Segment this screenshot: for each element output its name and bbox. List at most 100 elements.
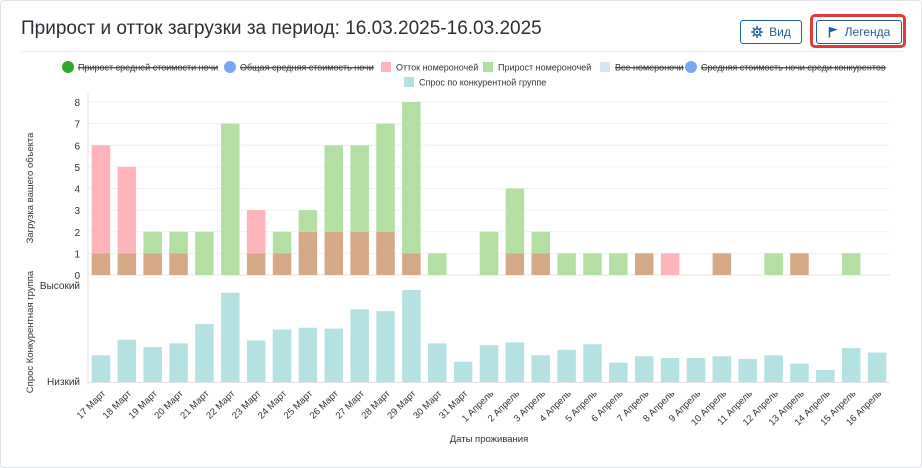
legend-item[interactable]: Спрос по конкурентной группе [404, 77, 546, 88]
bar-outflow [91, 145, 111, 254]
gear-icon [751, 26, 764, 38]
bar-demand [376, 311, 395, 382]
y-tick-label: 8 [74, 98, 80, 109]
legend-label: Прирост номероночей [498, 63, 591, 73]
legend-marker [483, 62, 493, 72]
legend-marker [62, 61, 74, 73]
bar-growth [298, 210, 318, 232]
legend-label: Спрос по конкурентной группе [419, 78, 546, 88]
bar-growth [583, 253, 602, 275]
legend-item[interactable]: Прирост номероночей [483, 62, 591, 73]
bar-base [376, 231, 395, 275]
bar-demand [790, 363, 809, 382]
bar-demand [867, 352, 887, 382]
bar-base [143, 253, 162, 275]
bar-demand [272, 329, 292, 382]
bar-demand [402, 290, 421, 382]
y-tick-label-high: Высокий [40, 281, 80, 292]
legend-item[interactable]: Общая средняя стоимость ночи [224, 61, 374, 73]
bar-base [634, 253, 654, 275]
bar-base [531, 253, 550, 275]
legend-item[interactable]: Отток номероночей [381, 62, 478, 73]
bar-demand [738, 359, 757, 382]
page-title: Прирост и отток загрузки за период: 16.0… [21, 18, 542, 39]
bar-base [91, 253, 111, 275]
view-button-label: Вид [769, 25, 791, 39]
bar-demand [531, 355, 550, 382]
flag-icon [828, 27, 838, 38]
bar-growth [402, 102, 421, 254]
bar-demand [479, 345, 499, 382]
bar-growth [324, 145, 344, 232]
bar-growth [221, 123, 240, 275]
chart-legend[interactable]: Прирост средней стоимости ночи Общая сред… [62, 61, 886, 88]
bar-demand [350, 309, 369, 382]
x-axis-title: Даты проживания [450, 434, 529, 445]
bar-demand [428, 343, 447, 382]
legend-label: Отток номероночей [396, 63, 478, 73]
y-axis-title-bottom: Спрос Конкурентная группа [25, 270, 36, 393]
bar-outflow [117, 166, 137, 254]
legend-marker [381, 62, 391, 72]
bar-outflow [660, 253, 680, 275]
y-tick-label: 4 [74, 185, 80, 196]
bar-base [298, 231, 318, 275]
bar-growth [195, 231, 214, 275]
bar-demand [816, 370, 835, 382]
bar-base [350, 231, 369, 275]
bar-demand [324, 328, 344, 382]
bar-base [272, 253, 292, 275]
y-tick-label: 3 [74, 206, 80, 217]
bar-growth [764, 253, 783, 275]
view-button[interactable]: Вид [740, 20, 802, 44]
bar-growth [169, 231, 188, 254]
y-tick-label-low: Низкий [47, 377, 80, 388]
legend-marker [600, 62, 610, 72]
bar-growth [557, 253, 576, 275]
legend-item[interactable]: Все номероночи [600, 62, 684, 73]
bar-demand [117, 339, 137, 382]
bar-demand [246, 340, 266, 382]
legend-item[interactable]: Средняя стоимость ночи среди конкурентов [685, 61, 886, 73]
bar-base [712, 253, 732, 275]
bar-demand [557, 349, 576, 382]
chart-plot: 0 1 2 3 4 5 6 7 8 Загрузка вашего объекта Высокий Н… [25, 92, 890, 445]
bar-base [402, 253, 421, 275]
bar-growth [428, 253, 447, 275]
bar-demand [505, 342, 525, 382]
bar-base [324, 231, 344, 275]
bar-growth [479, 231, 499, 275]
bar-demand [169, 343, 188, 382]
bar-growth [505, 188, 525, 254]
legend-button-label: Легенда [844, 25, 891, 39]
bar-base [169, 253, 188, 275]
y-axis-title-top: Загрузка вашего объекта [25, 132, 36, 244]
y-tick-label: 1 [74, 249, 80, 260]
bar-demand [712, 356, 732, 382]
legend-marker [685, 61, 697, 73]
legend-marker [224, 61, 236, 73]
bar-demand [686, 358, 706, 382]
bar-demand [453, 361, 473, 382]
y-tick-label: 6 [74, 141, 80, 152]
legend-button-highlight [810, 14, 906, 48]
y-tick-label: 5 [74, 163, 80, 174]
bar-growth [531, 231, 550, 254]
bar-demand [143, 347, 162, 382]
bar-demand [841, 347, 861, 382]
bar-growth [272, 231, 292, 254]
bar-growth [609, 253, 628, 275]
y-tick-label: 7 [74, 120, 80, 131]
bar-demand [298, 327, 318, 382]
legend-marker [404, 77, 414, 87]
bar-demand [634, 356, 654, 382]
header-divider [21, 51, 903, 52]
bar-demand [583, 344, 602, 382]
bar-demand [609, 362, 628, 382]
bar-base [246, 253, 266, 275]
bar-growth [841, 253, 861, 275]
y-tick-label: 0 [74, 271, 80, 282]
legend-button[interactable]: Легенда [816, 20, 902, 44]
legend-item[interactable]: Прирост средней стоимости ночи [62, 61, 219, 73]
